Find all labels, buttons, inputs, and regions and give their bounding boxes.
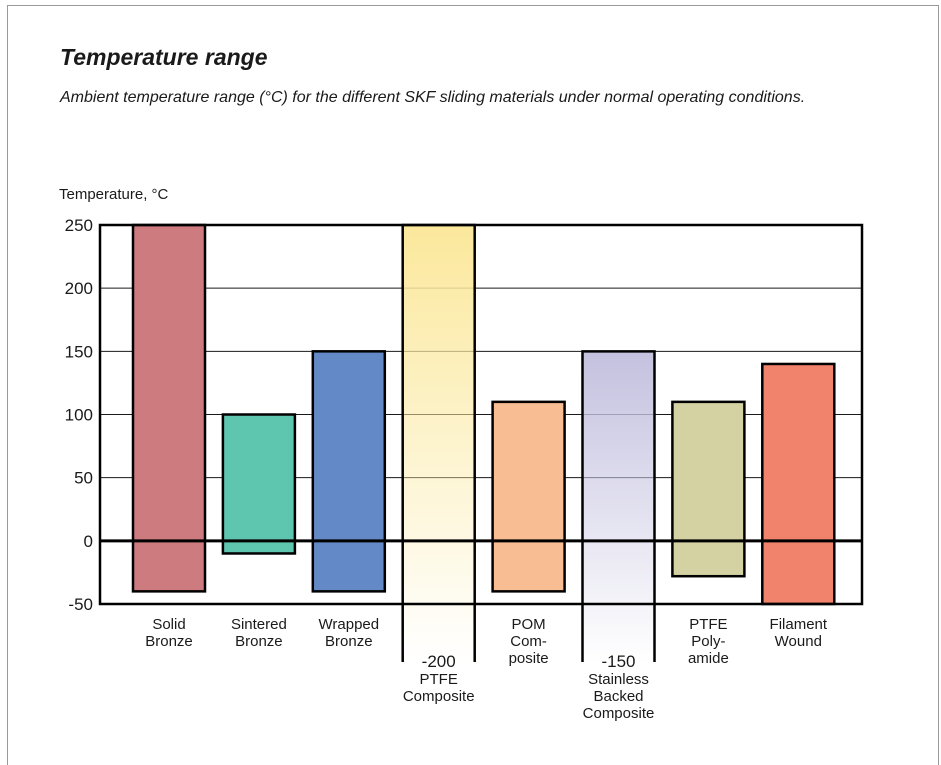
range-bars: [131, 223, 836, 662]
chart-title: Temperature range: [60, 44, 268, 70]
y-tick-label: 250: [65, 216, 93, 235]
y-tick-label: 100: [65, 406, 93, 425]
x-category-label: Wound: [775, 633, 822, 650]
y-tick-label: 0: [84, 532, 93, 551]
x-category-label: Backed: [593, 688, 643, 705]
figure-frame: [7, 5, 939, 765]
y-tick-label: 50: [74, 469, 93, 488]
range-bar: [311, 350, 387, 593]
range-bar: [221, 413, 297, 555]
range-bar-outline: [581, 350, 656, 662]
y-axis-label: Temperature, °C: [59, 186, 169, 203]
range-bar-fill: [582, 351, 655, 662]
x-category-label: Filament: [770, 616, 828, 633]
x-category-label: Sintered: [231, 616, 287, 633]
x-category-label: amide: [688, 650, 729, 667]
range-min-label: -200: [422, 652, 456, 671]
x-category-label: PTFE: [689, 616, 727, 633]
x-category-label: Bronze: [235, 633, 283, 650]
y-tick-label: 200: [65, 279, 93, 298]
x-category-label: Stainless: [588, 671, 649, 688]
x-category-label: POM: [512, 616, 546, 633]
x-category-label: Solid: [152, 616, 185, 633]
range-bar: [761, 362, 836, 606]
y-tick-label: 150: [65, 342, 93, 361]
x-category-label: Bronze: [325, 633, 373, 650]
x-category-label: Bronze: [145, 633, 193, 650]
chart-subtitle: Ambient temperature range (°C) for the d…: [60, 89, 806, 106]
x-category-label: Composite: [583, 705, 655, 722]
x-category-label: Com-: [510, 633, 547, 650]
range-min-label: -150: [601, 652, 635, 671]
x-category-label: PTFE: [420, 671, 458, 688]
plot-frame: [98, 223, 864, 606]
range-bar: [671, 400, 746, 578]
x-category-label: posite: [509, 650, 549, 667]
range-bar: [131, 223, 207, 593]
gridlines: [100, 287, 862, 479]
x-category-label: Poly-: [691, 633, 725, 650]
range-bar: [491, 400, 566, 593]
axes: [98, 223, 864, 606]
range-bar-fill: [402, 225, 475, 662]
y-tick-label: -50: [68, 595, 93, 614]
x-category-label: Composite: [403, 688, 475, 705]
x-category-label: Wrapped: [319, 616, 380, 633]
